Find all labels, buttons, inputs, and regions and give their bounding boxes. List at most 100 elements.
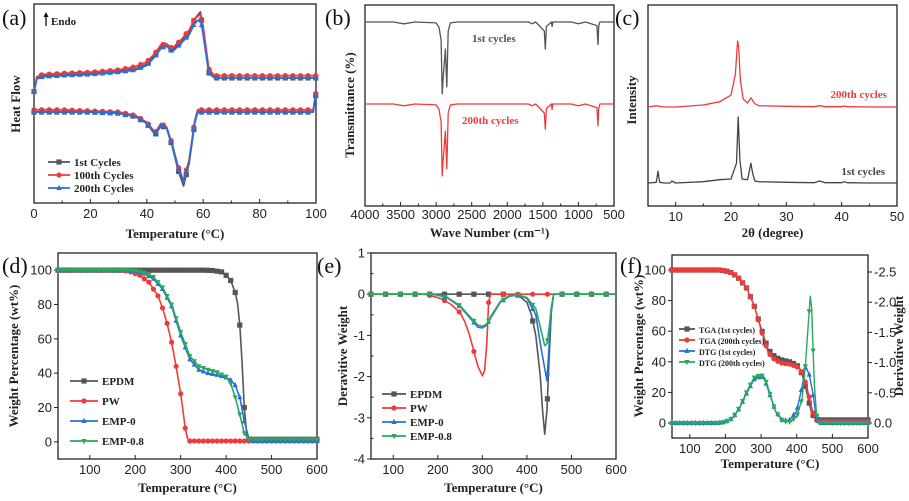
x-tick-label: 500 [603, 207, 625, 222]
data-point [456, 291, 462, 297]
y-tick-label: 40 [38, 366, 52, 381]
chart-b-ftir: (b) 4000 3500 3000 2500 2000 1500 1000 500 Wave N… [325, 4, 625, 240]
data-point [724, 419, 730, 425]
data-point [677, 421, 683, 427]
chart-f-tga-dtg: (f)100 200 300 400 500 6000204060801000.0-0.5… [620, 253, 906, 471]
data-point [397, 292, 403, 298]
data-point [441, 294, 448, 300]
data-point [146, 267, 152, 273]
legend-marker [56, 184, 62, 190]
data-point [84, 108, 90, 115]
data-point [250, 437, 256, 443]
data-point [763, 379, 769, 386]
data-point [137, 61, 144, 68]
data-point [314, 437, 320, 443]
data-point [232, 395, 238, 401]
series-emp-0 [368, 291, 616, 382]
x-axis-label: Temperature (°C) [444, 480, 543, 495]
data-point [31, 108, 37, 115]
legend-marker [56, 172, 62, 178]
data-point [229, 74, 235, 80]
data-point [759, 373, 765, 379]
data-point [673, 267, 679, 273]
data-point [287, 437, 293, 443]
data-point [798, 399, 804, 405]
data-point [471, 348, 477, 355]
x-tick-label: 600 [857, 441, 879, 456]
data-point [736, 406, 742, 413]
data-point [221, 74, 227, 80]
y-tick-label: 20 [38, 400, 52, 415]
data-point [669, 267, 675, 273]
panel-label: (e) [317, 253, 341, 278]
data-point [191, 438, 197, 444]
data-point [681, 421, 687, 427]
data-point [77, 108, 83, 115]
x-tick-label: 400 [516, 462, 538, 477]
data-point [259, 74, 266, 80]
data-point [168, 302, 175, 308]
y-tick-label: 40 [652, 354, 666, 369]
data-point [61, 72, 68, 78]
data-point [530, 305, 536, 312]
series-pw [368, 291, 616, 377]
x-tick-label: 3000 [422, 207, 451, 222]
legend-marker [684, 360, 690, 366]
data-point [160, 44, 167, 50]
data-point [775, 412, 781, 418]
y-right-tick-label: -1.0 [874, 355, 896, 370]
x-tick-label: 1000 [564, 207, 593, 222]
data-point [173, 363, 179, 369]
legend-marker [81, 378, 87, 384]
data-point [743, 285, 750, 291]
x-tick-label: 40 [834, 209, 848, 224]
data-point [790, 411, 797, 417]
data-point [712, 421, 718, 427]
data-point [783, 358, 789, 364]
x-tick-label: 200 [427, 462, 449, 477]
data-point [153, 52, 159, 58]
series-line [58, 269, 317, 442]
x-axis-label: Temperature (°C) [721, 456, 820, 471]
data-point [802, 383, 808, 389]
x-tick-label: 60 [196, 206, 210, 221]
data-point [173, 267, 179, 273]
y-tick-label: 100 [644, 263, 666, 278]
data-point [191, 267, 197, 273]
data-point [218, 269, 225, 275]
data-point [218, 438, 225, 444]
data-point [237, 412, 243, 418]
data-point [61, 108, 68, 115]
data-point [296, 437, 302, 443]
data-point [853, 421, 859, 427]
data-point [164, 293, 170, 300]
panel-label: (f) [620, 253, 642, 278]
y-tick-label: 20 [652, 385, 666, 400]
legend-marker [684, 326, 690, 332]
data-point [214, 74, 220, 80]
data-point [767, 348, 773, 355]
data-point [771, 404, 777, 410]
series-line [58, 269, 317, 442]
y-tick-label: 0 [45, 434, 52, 449]
data-point [736, 275, 742, 281]
data-point [39, 73, 45, 80]
data-point [182, 341, 188, 348]
legend-marker [81, 398, 87, 404]
x-tick-label: 1500 [528, 207, 557, 222]
data-point [544, 291, 551, 297]
series-line [371, 293, 616, 382]
data-point [78, 268, 84, 274]
y-tick-label: -3 [353, 410, 365, 425]
endo-arrow-head-icon [43, 12, 49, 17]
data-point [559, 292, 565, 298]
data-point [486, 299, 492, 306]
series-line [33, 13, 316, 92]
data-point [214, 438, 220, 444]
x-tick-label: 4000 [351, 207, 380, 222]
data-point [130, 64, 136, 70]
data-point [309, 437, 316, 443]
data-point [228, 381, 234, 387]
data-point [692, 421, 699, 427]
